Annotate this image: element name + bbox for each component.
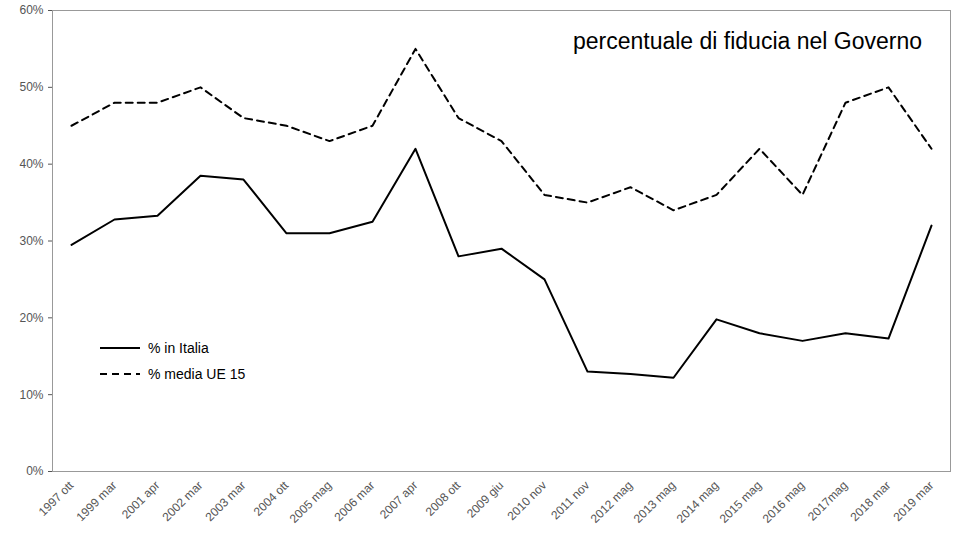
- svg-text:2018 mar: 2018 mar: [848, 478, 894, 524]
- svg-text:2012 mag: 2012 mag: [588, 478, 636, 526]
- svg-text:20%: 20%: [19, 311, 43, 325]
- svg-text:2005 mag: 2005 mag: [287, 478, 335, 526]
- svg-text:2010 nov: 2010 nov: [505, 478, 550, 523]
- html-text:% in Italia: % in Italia: [148, 340, 209, 356]
- svg-text:40%: 40%: [19, 157, 43, 171]
- svg-text:2015 mag: 2015 mag: [717, 478, 765, 526]
- svg-text:30%: 30%: [19, 234, 43, 248]
- html-text:% media UE 15: % media UE 15: [148, 366, 246, 382]
- svg-text:1999 mar: 1999 mar: [74, 478, 120, 524]
- svg-text:2008 ott: 2008 ott: [423, 478, 464, 519]
- svg-text:2013 mag: 2013 mag: [631, 478, 679, 526]
- svg-text:1997 ott: 1997 ott: [36, 478, 77, 519]
- svg-text:2007 apr: 2007 apr: [377, 478, 420, 521]
- svg-text:50%: 50%: [19, 80, 43, 94]
- svg-text:2009 giu: 2009 giu: [464, 478, 506, 520]
- svg-text:2017mag: 2017mag: [805, 478, 850, 523]
- svg-text:10%: 10%: [19, 388, 43, 402]
- svg-text:2001 apr: 2001 apr: [119, 478, 162, 521]
- svg-text:2004 ott: 2004 ott: [251, 478, 292, 519]
- svg-text:2006 mar: 2006 mar: [332, 478, 378, 524]
- svg-text:2003 mar: 2003 mar: [203, 478, 249, 524]
- html-text:percentuale di fiducia nel Gov: percentuale di fiducia nel Governo: [572, 28, 922, 54]
- svg-text:60%: 60%: [19, 3, 43, 17]
- svg-text:2002 mar: 2002 mar: [160, 478, 206, 524]
- svg-text:2019 mar: 2019 mar: [891, 478, 937, 524]
- svg-text:0%: 0%: [26, 464, 44, 478]
- svg-text:2011 nov: 2011 nov: [548, 478, 592, 522]
- svg-text:2014 mag: 2014 mag: [674, 478, 722, 526]
- svg-text:2016 mag: 2016 mag: [760, 478, 808, 526]
